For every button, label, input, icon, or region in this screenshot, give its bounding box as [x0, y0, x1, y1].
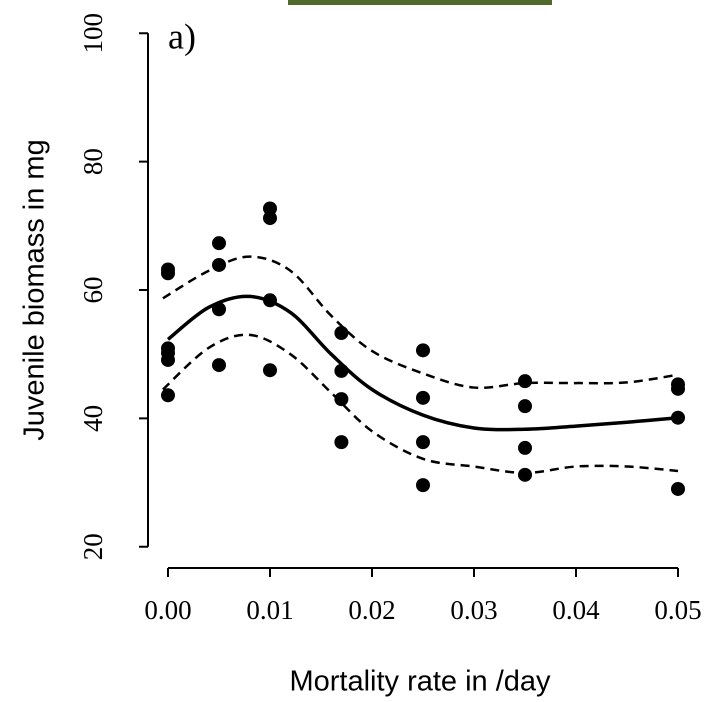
panel-label: a): [168, 16, 196, 56]
data-point: [416, 435, 430, 450]
data-point: [161, 352, 175, 367]
data-point: [161, 388, 175, 403]
data-point: [416, 390, 430, 405]
y-tick-label: 100: [78, 13, 108, 54]
data-point: [263, 363, 277, 378]
data-point: [334, 392, 349, 407]
y-axis-title: Juvenile biomass in mg: [19, 139, 51, 440]
x-tick-label: 0.01: [246, 595, 293, 625]
confidence-band: [162, 255, 679, 390]
data-point: [416, 343, 430, 358]
y-tick-label: 60: [78, 277, 108, 304]
y-tick-label: 20: [78, 533, 108, 560]
data-point: [212, 236, 226, 251]
data-point: [518, 440, 532, 455]
data-point: [518, 399, 532, 414]
x-tick-label: 0.03: [450, 595, 497, 625]
fit-line: [166, 294, 679, 432]
x-tick-label: 0.00: [144, 595, 191, 625]
data-point: [161, 266, 175, 281]
data-point: [518, 467, 532, 482]
y-tick-label: 80: [78, 148, 108, 175]
photo-strip: [288, 0, 552, 5]
data-point: [263, 211, 277, 226]
data-point: [263, 201, 277, 216]
data-point: [334, 326, 349, 341]
data-point: [416, 478, 430, 493]
x-tick-label: 0.02: [348, 595, 395, 625]
data-point: [518, 374, 532, 389]
x-tick-label: 0.04: [552, 595, 600, 625]
data-point: [671, 481, 685, 496]
data-point: [212, 358, 226, 373]
x-tick-label: 0.05: [654, 595, 701, 625]
data-point: [671, 381, 685, 396]
confidence-band: [162, 333, 679, 475]
data-point: [334, 435, 349, 450]
y-tick-label: 40: [78, 405, 108, 432]
x-axis-title: Mortality rate in /day: [289, 666, 551, 698]
